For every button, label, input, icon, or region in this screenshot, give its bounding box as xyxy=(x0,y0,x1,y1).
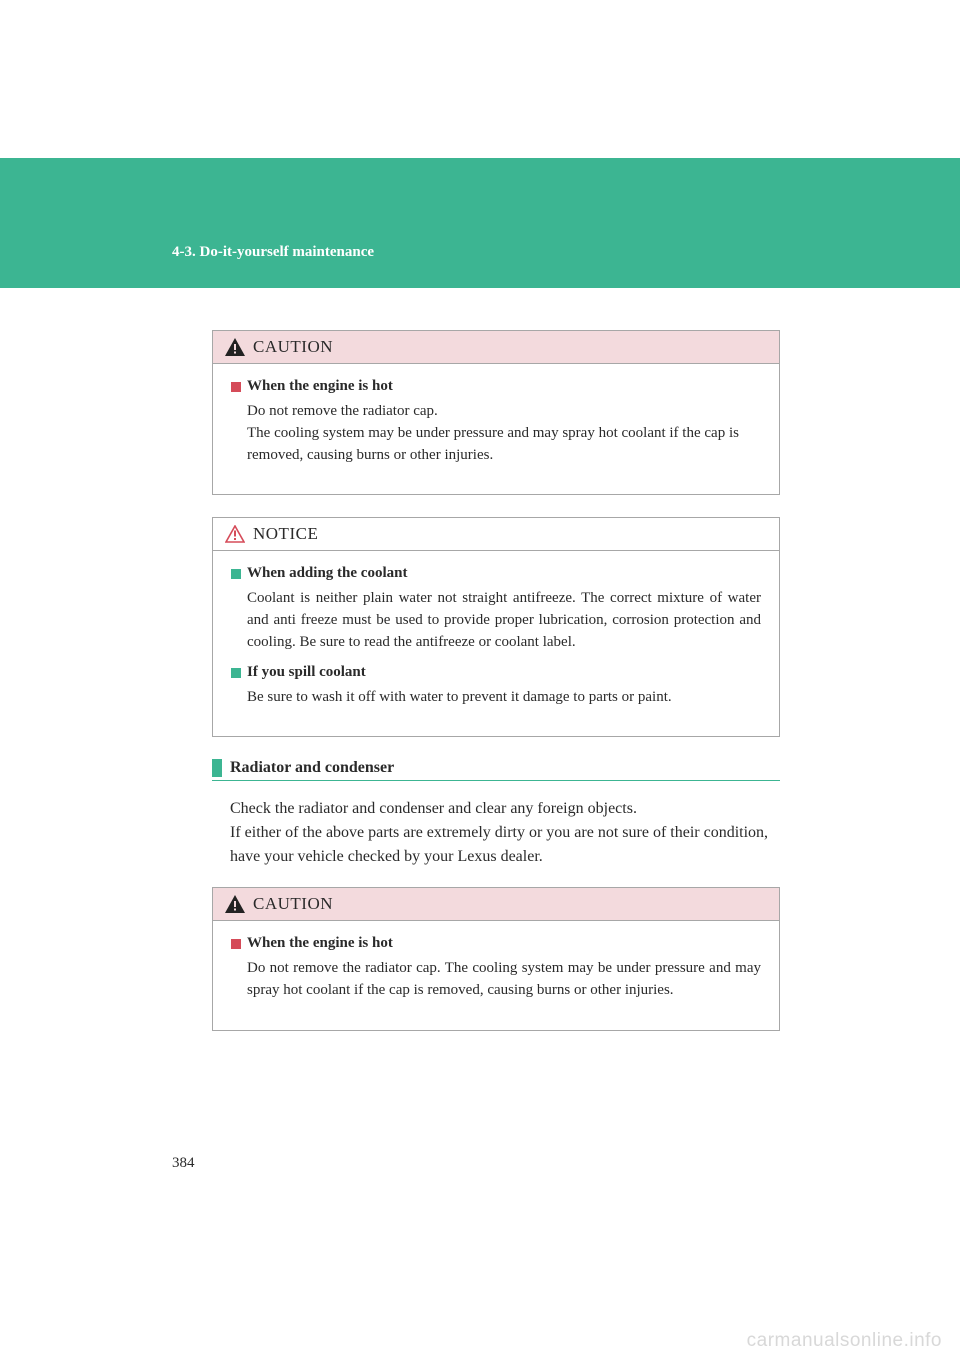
bullet-square-icon xyxy=(231,668,241,678)
caution-box-2: CAUTION When the engine is hot Do not re… xyxy=(212,887,780,1031)
caution-title: CAUTION xyxy=(253,337,333,357)
notice-title: NOTICE xyxy=(253,524,318,544)
caution-title-row: CAUTION xyxy=(213,331,779,364)
caution-subheading: When the engine is hot xyxy=(247,378,393,395)
notice-title-row: NOTICE xyxy=(213,518,779,551)
notice-body: When adding the coolant Coolant is neith… xyxy=(213,551,779,736)
header-section-label: 4-3. Do-it-yourself maintenance xyxy=(172,244,374,261)
notice-subheading-row-2: If you spill coolant xyxy=(231,664,761,681)
header-band xyxy=(0,158,960,288)
section-body: Check the radiator and condenser and cle… xyxy=(230,797,780,869)
bullet-square-icon xyxy=(231,569,241,579)
notice-subheading-row-1: When adding the coolant xyxy=(231,565,761,582)
caution-subheading-row-2: When the engine is hot xyxy=(231,935,761,952)
caution-body-text-2: Do not remove the radiator cap. The cool… xyxy=(247,958,761,1002)
caution-subheading-2b: When the engine is hot xyxy=(247,935,393,952)
caution-body-text: Do not remove the radiator cap. The cool… xyxy=(247,401,761,466)
bullet-square-icon xyxy=(231,382,241,392)
section-heading-row: Radiator and condenser xyxy=(212,759,780,781)
page-number: 384 xyxy=(172,1155,195,1172)
warning-outline-icon xyxy=(225,525,245,543)
notice-subheading-2: If you spill coolant xyxy=(247,664,366,681)
watermark: carmanualsonline.info xyxy=(747,1330,942,1352)
caution-title-row-2: CAUTION xyxy=(213,888,779,921)
bullet-square-icon xyxy=(231,939,241,949)
caution-body-2: When the engine is hot Do not remove the… xyxy=(213,921,779,1030)
notice-subheading-1: When adding the coolant xyxy=(247,565,407,582)
notice-body-text-2: Be sure to wash it off with water to pre… xyxy=(247,687,761,709)
caution-box-1: CAUTION When the engine is hot Do not re… xyxy=(212,330,780,495)
notice-body-text-1: Coolant is neither plain water not strai… xyxy=(247,588,761,653)
section-heading: Radiator and condenser xyxy=(230,759,394,777)
content-area: CAUTION When the engine is hot Do not re… xyxy=(212,330,780,1053)
warning-solid-icon xyxy=(225,895,245,913)
caution-title-2: CAUTION xyxy=(253,894,333,914)
caution-subheading-row: When the engine is hot xyxy=(231,378,761,395)
section-bar-icon xyxy=(212,759,222,777)
warning-solid-icon xyxy=(225,338,245,356)
notice-box: NOTICE When adding the coolant Coolant i… xyxy=(212,517,780,737)
caution-body: When the engine is hot Do not remove the… xyxy=(213,364,779,494)
page: 4-3. Do-it-yourself maintenance CAUTION … xyxy=(0,0,960,1358)
